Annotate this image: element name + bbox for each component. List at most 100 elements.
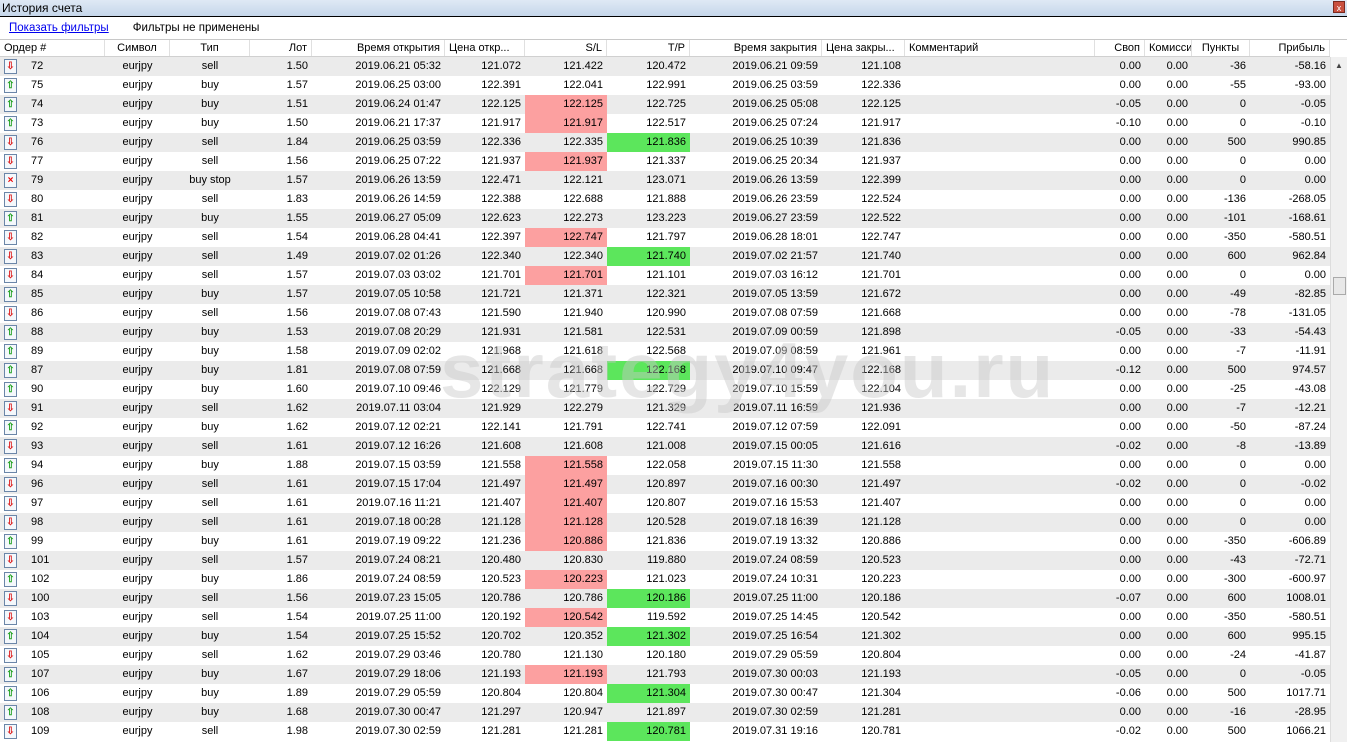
table-row[interactable]: ⇩ 101 eurjpy sell 1.57 2019.07.24 08:21 120.48… [0,551,1330,570]
table-row[interactable]: ⇩ 83 eurjpy sell 1.49 2019.07.02 01:26 122.340… [0,247,1330,266]
table-row[interactable]: ⇩ 84 eurjpy sell 1.57 2019.07.03 03:02 121.701… [0,266,1330,285]
table-row[interactable]: ⇧ 90 eurjpy buy 1.60 2019.07.10 09:46 122.129 1… [0,380,1330,399]
column-header-close-price[interactable]: Цена закры... [822,40,905,56]
table-row[interactable]: ⇧ 104 eurjpy buy 1.54 2019.07.25 15:52 120.702… [0,627,1330,646]
show-filters-link[interactable]: Показать фильтры [9,22,109,34]
column-header-tp[interactable]: T/P [607,40,690,56]
column-header-profit[interactable]: Прибыль [1250,40,1330,56]
cell-comment [905,266,1095,285]
column-header-commission[interactable]: Комиссия [1145,40,1192,56]
cell-pips: -136 [1223,193,1246,205]
cell-type: sell [201,269,219,281]
order-number: 105 [31,649,50,661]
cell-pips: -24 [1230,649,1246,661]
cell-symbol: eurjpy [122,155,153,167]
table-row[interactable]: ⇩ 103 eurjpy sell 1.54 2019.07.25 11:00 120.19… [0,608,1330,627]
window-titlebar: История счета x [0,0,1347,17]
table-row[interactable]: ⇩ 91 eurjpy sell 1.62 2019.07.11 03:04 121.929… [0,399,1330,418]
table-row[interactable]: ⇧ 99 eurjpy buy 1.61 2019.07.19 09:22 121.236 1… [0,532,1330,551]
table-row[interactable]: ⇧ 89 eurjpy buy 1.58 2019.07.09 02:02 121.968 1… [0,342,1330,361]
table-row[interactable]: ⇧ 85 eurjpy buy 1.57 2019.07.05 10:58 121.721 1… [0,285,1330,304]
table-row[interactable]: ⇩ 72 eurjpy sell 1.50 2019.06.21 05:32 121.072… [0,57,1330,76]
cell-swap: 0.00 [1119,60,1141,72]
cell-type: sell [201,402,219,414]
table-row[interactable]: ⇩ 105 eurjpy sell 1.62 2019.07.29 03:46 120.78… [0,646,1330,665]
table-row[interactable]: ⇧ 106 eurjpy buy 1.89 2019.07.29 05:59 120.804… [0,684,1330,703]
column-header-open-time[interactable]: Время открытия [312,40,445,56]
order-number: 90 [31,383,44,395]
table-row[interactable]: × 79 eurjpy buy stop 1.57 2019.06.26 13:59 122… [0,171,1330,190]
cell-lot: 1.67 [286,668,308,680]
table-row[interactable]: ⇩ 96 eurjpy sell 1.61 2019.07.15 17:04 121.497… [0,475,1330,494]
cell-swap: 0.00 [1119,288,1141,300]
cell-swap: -0.02 [1115,478,1141,490]
cell-type: sell [201,307,219,319]
cell-commission: 0.00 [1166,687,1188,699]
column-header-lot[interactable]: Лот [250,40,312,56]
column-header-symbol[interactable]: Символ [105,40,170,56]
cell-comment [905,627,1095,646]
cell-sl: 122.121 [563,174,603,186]
table-row[interactable]: ⇧ 87 eurjpy buy 1.81 2019.07.08 07:59 121.668 1… [0,361,1330,380]
table-row[interactable]: ⇩ 76 eurjpy sell 1.84 2019.06.25 03:59 122.336… [0,133,1330,152]
table-row[interactable]: ⇩ 93 eurjpy sell 1.61 2019.07.12 16:26 121.608… [0,437,1330,456]
table-row[interactable]: ⇧ 75 eurjpy buy 1.57 2019.06.25 03:00 122.391 1… [0,76,1330,95]
cell-profit: -580.51 [1288,611,1326,623]
table-row[interactable]: ⇩ 97 eurjpy sell 1.61 2019.07.16 11:21 121.407… [0,494,1330,513]
table-row[interactable]: ⇩ 100 eurjpy sell 1.56 2019.07.23 15:05 120.78… [0,589,1330,608]
cell-tp: 121.337 [646,155,686,167]
table-row[interactable]: ⇧ 107 eurjpy buy 1.67 2019.07.29 18:06 121.193… [0,665,1330,684]
vertical-scrollbar[interactable]: ▲ [1330,57,1347,742]
cell-sl: 121.917 [525,114,607,133]
table-row[interactable]: ⇩ 98 eurjpy sell 1.61 2019.07.18 00:28 121.128… [0,513,1330,532]
cell-profit: -606.89 [1288,535,1326,547]
cell-sl: 122.688 [563,193,603,205]
column-header-comment[interactable]: Комментарий [905,40,1095,56]
table-row[interactable]: ⇧ 108 eurjpy buy 1.68 2019.07.30 00:47 121.297… [0,703,1330,722]
table-row[interactable]: ⇧ 74 eurjpy buy 1.51 2019.06.24 01:47 122.125 1… [0,95,1330,114]
table-row[interactable]: ⇧ 81 eurjpy buy 1.55 2019.06.27 05:09 122.623 1… [0,209,1330,228]
column-header-swap[interactable]: Своп [1095,40,1145,56]
order-number: 85 [31,288,44,300]
cell-open-price: 120.702 [481,630,521,642]
table-row[interactable]: ⇧ 92 eurjpy buy 1.62 2019.07.12 02:21 122.141 1… [0,418,1330,437]
column-header-sl[interactable]: S/L [525,40,607,56]
table-row[interactable]: ⇩ 86 eurjpy sell 1.56 2019.07.08 07:43 121.590… [0,304,1330,323]
cell-order: ⇧ 106 [0,684,105,703]
cell-type: buy [201,345,219,357]
column-header-open-price[interactable]: Цена откр... [445,40,525,56]
cell-tp: 122.568 [646,345,686,357]
filter-bar: Показать фильтры Фильтры не применены [0,17,1347,40]
cell-pips: -350 [1223,231,1246,243]
cell-comment [905,570,1095,589]
scrollbar-thumb[interactable] [1333,277,1346,295]
table-row[interactable]: ⇩ 82 eurjpy sell 1.54 2019.06.28 04:41 122.397… [0,228,1330,247]
cell-open-price: 122.388 [481,193,521,205]
table-row[interactable]: ⇧ 88 eurjpy buy 1.53 2019.07.08 20:29 121.931 1… [0,323,1330,342]
cell-profit: -580.51 [1288,231,1326,243]
table-row[interactable]: ⇩ 109 eurjpy sell 1.98 2019.07.30 02:59 121.28… [0,722,1330,741]
cell-order: ⇩ 72 [0,57,105,76]
cell-open-price: 120.192 [481,611,521,623]
column-header-type[interactable]: Тип [170,40,250,56]
table-row[interactable]: ⇩ 80 eurjpy sell 1.83 2019.06.26 14:59 122.388… [0,190,1330,209]
cell-close-time: 2019.07.30 00:47 [732,687,818,699]
cell-order: ⇩ 101 [0,551,105,570]
column-header-order[interactable]: Ордер # [0,40,105,56]
table-row[interactable]: ⇧ 102 eurjpy buy 1.86 2019.07.24 08:59 120.523… [0,570,1330,589]
scroll-up-arrow-icon[interactable]: ▲ [1335,61,1343,70]
table-row[interactable]: ⇩ 77 eurjpy sell 1.56 2019.06.25 07:22 121.937… [0,152,1330,171]
column-header-pips[interactable]: Пункты [1192,40,1250,56]
cell-sl: 122.273 [563,212,603,224]
column-header-close-time[interactable]: Время закрытия [690,40,822,56]
table-row[interactable]: ⇧ 94 eurjpy buy 1.88 2019.07.15 03:59 121.558 1… [0,456,1330,475]
cell-close-price: 121.917 [861,117,901,129]
cell-swap: -0.05 [1115,326,1141,338]
cell-symbol: eurjpy [122,269,153,281]
cell-close-price: 120.523 [861,554,901,566]
table-row[interactable]: ⇧ 73 eurjpy buy 1.50 2019.06.21 17:37 121.917 1… [0,114,1330,133]
cell-tp: 120.472 [646,60,686,72]
close-button[interactable]: x [1333,1,1345,13]
cell-commission: 0.00 [1166,459,1188,471]
cell-open-price: 121.590 [481,307,521,319]
